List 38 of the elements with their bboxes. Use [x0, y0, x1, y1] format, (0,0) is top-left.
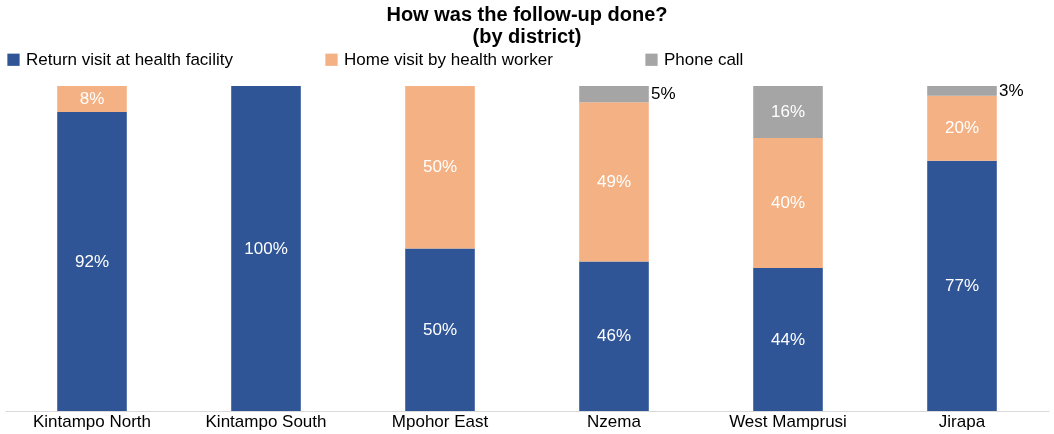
data-label: 5%	[651, 84, 676, 104]
data-label: 40%	[770, 193, 806, 212]
bar	[927, 160, 997, 411]
x-tick-label: Mpohor East	[391, 411, 489, 431]
data-label: 3%	[999, 80, 1024, 100]
bar	[753, 86, 823, 138]
bar	[927, 95, 997, 161]
data-label: 50%	[422, 319, 458, 339]
data-label: 46%	[596, 326, 632, 346]
data-label: 44%	[770, 329, 806, 349]
bar	[579, 102, 649, 262]
bar	[579, 86, 649, 103]
data-label: 77%	[944, 275, 980, 295]
data-label: 92%	[74, 251, 110, 271]
bar	[753, 268, 823, 411]
x-tick-label: West Mamprusi	[729, 411, 847, 431]
data-label: 8%	[79, 89, 105, 108]
data-label: 16%	[770, 102, 806, 121]
bar	[405, 86, 475, 249]
x-tick-label: Kintampo North	[32, 411, 152, 431]
data-label: 50%	[422, 157, 458, 177]
bar	[405, 248, 475, 411]
bar	[753, 138, 823, 268]
x-tick-label: Nzema	[587, 411, 642, 431]
bar	[231, 86, 301, 411]
bar	[927, 86, 997, 96]
legend-label: Phone call	[664, 49, 744, 69]
legend-label: Home visit by health worker	[344, 49, 554, 69]
bar	[57, 112, 127, 411]
x-tick-label: Kintampo South	[205, 411, 327, 431]
legend-label: Return visit at health facility	[26, 49, 234, 69]
data-label: 100%	[244, 238, 288, 258]
data-label: 20%	[944, 118, 980, 138]
bar	[57, 86, 127, 112]
chart-title: How was the follow-up done? (by district)	[386, 3, 668, 47]
data-label: 49%	[596, 171, 632, 191]
x-tick-label: Jirapa	[938, 411, 986, 431]
bar	[579, 261, 649, 411]
